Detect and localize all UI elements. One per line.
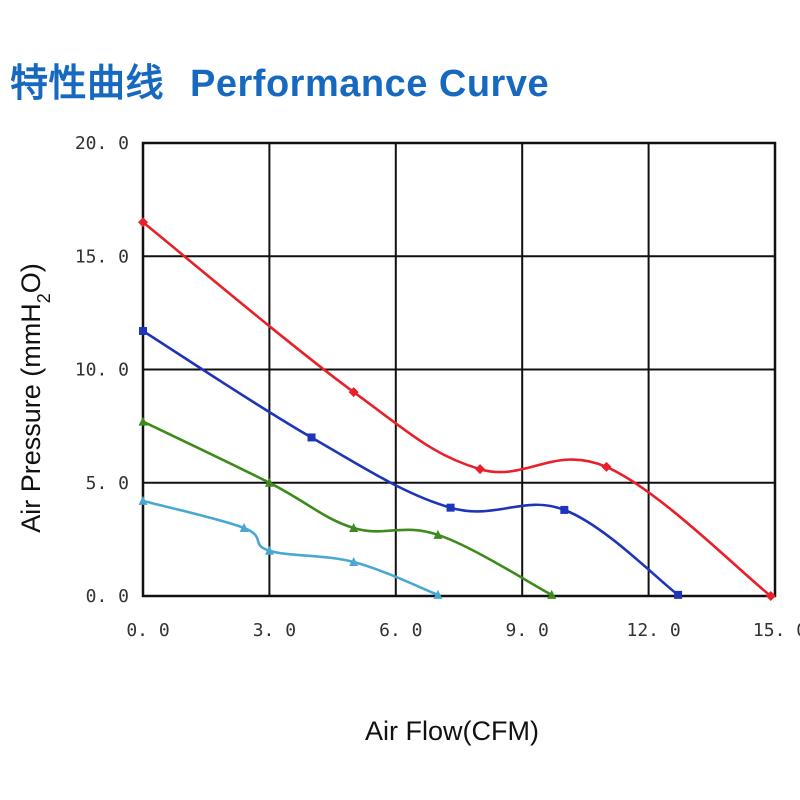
chart-grid bbox=[141, 141, 777, 598]
data-point bbox=[264, 545, 274, 555]
x-axis-label: Air Flow(CFM) bbox=[365, 716, 539, 746]
y-axis-label-suffix: O) bbox=[16, 263, 46, 293]
x-axis-ticks: 0. 0 3. 0 6. 0 9. 0 12. 0 15. 0 bbox=[126, 620, 800, 641]
series-line-1 bbox=[142, 221, 772, 598]
x-tick-label: 3. 0 bbox=[253, 620, 296, 641]
data-point bbox=[433, 529, 443, 539]
data-point bbox=[264, 477, 274, 487]
data-point bbox=[547, 589, 557, 599]
x-tick-label: 0. 0 bbox=[126, 620, 169, 641]
data-point bbox=[560, 505, 569, 514]
data-point bbox=[138, 416, 148, 426]
series-line-4 bbox=[142, 499, 439, 597]
y-tick-label: 10. 0 bbox=[75, 360, 129, 381]
y-tick-label: 0. 0 bbox=[86, 586, 129, 607]
data-point bbox=[349, 557, 359, 567]
chart-title-en: Performance Curve bbox=[190, 63, 550, 105]
data-point bbox=[307, 433, 316, 442]
y-tick-label: 5. 0 bbox=[86, 473, 129, 494]
data-point bbox=[138, 495, 148, 505]
y-axis-label-prefix: Air Pressure (mmH bbox=[16, 303, 46, 533]
series-line-2 bbox=[142, 329, 679, 596]
data-point bbox=[138, 217, 148, 228]
data-point bbox=[239, 523, 249, 533]
y-axis-label: Air Pressure (mmH2O) bbox=[16, 263, 54, 533]
data-point bbox=[765, 591, 776, 601]
chart-series bbox=[138, 217, 776, 601]
chart-title: 特性曲线 Performance Curve bbox=[10, 52, 549, 107]
y-tick-label: 15. 0 bbox=[75, 246, 129, 267]
y-axis-label-subscript: 2 bbox=[34, 293, 54, 303]
y-axis-ticks: 0. 0 5. 0 10. 0 15. 0 20. 0 bbox=[75, 133, 129, 607]
data-point bbox=[349, 523, 359, 533]
data-point bbox=[674, 590, 683, 599]
series-line-3 bbox=[142, 420, 553, 597]
x-tick-label: 6. 0 bbox=[379, 620, 422, 641]
data-point bbox=[475, 464, 486, 475]
x-tick-label: 9. 0 bbox=[506, 620, 549, 641]
x-tick-label: 12. 0 bbox=[627, 620, 681, 641]
data-point bbox=[601, 461, 612, 472]
data-point bbox=[139, 326, 147, 335]
chart-title-cn: 特性曲线 bbox=[10, 61, 165, 105]
data-point bbox=[348, 387, 359, 398]
data-point bbox=[446, 503, 455, 512]
data-point bbox=[433, 589, 443, 599]
y-tick-label: 20. 0 bbox=[75, 133, 129, 154]
x-tick-label: 15. 0 bbox=[753, 620, 800, 641]
